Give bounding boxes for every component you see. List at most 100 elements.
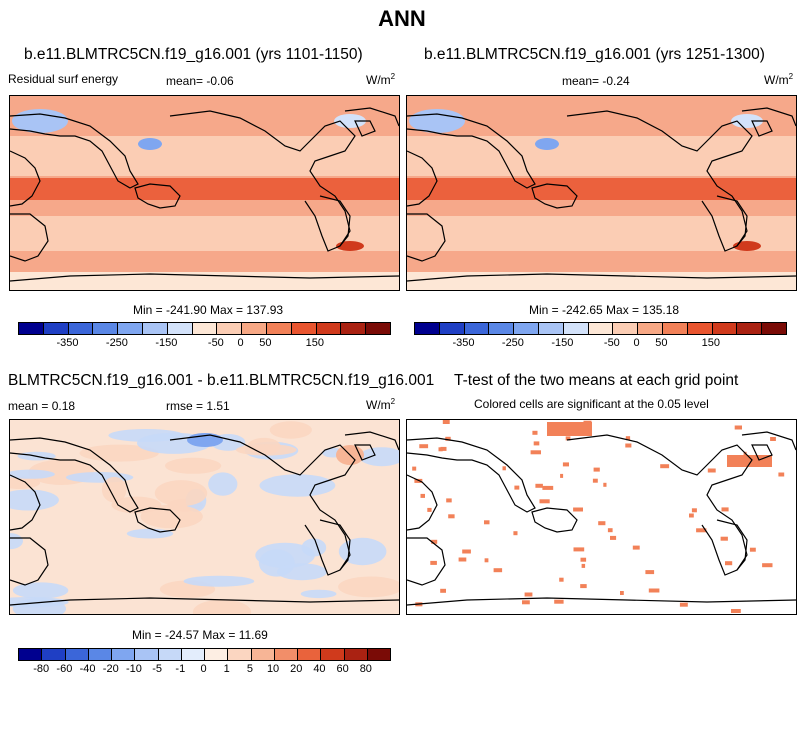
significant-cell [419, 444, 429, 449]
panel1-mean: mean= -0.06 [166, 74, 234, 88]
colorbar-cell [298, 649, 322, 660]
coastline-path [751, 120, 773, 137]
significant-cell [420, 493, 425, 498]
map-warm-patch [336, 241, 364, 251]
map-cold-patch [12, 109, 68, 133]
colorbar-cell [19, 649, 43, 660]
panel3-rmse: rmse = 1.51 [166, 399, 230, 413]
map-anomaly-patch [338, 576, 399, 598]
panel3-minmax: Min = -24.57 Max = 11.69 [132, 628, 268, 642]
colorbar-cell [19, 323, 44, 334]
colorbar-cell [112, 649, 136, 660]
significant-cell [431, 539, 438, 544]
colorbar-cell [242, 323, 267, 334]
coastline-path [319, 195, 351, 247]
significant-cell [598, 521, 606, 526]
coastline-path [531, 183, 578, 209]
colorbar-tick-label: 80 [359, 663, 372, 675]
coastline-path [344, 107, 399, 127]
coastline-path [716, 195, 748, 247]
coastline-path [407, 474, 438, 531]
map-anomaly-patch [255, 542, 315, 569]
colorbar-tick-label: -150 [551, 337, 574, 349]
significant-cell [660, 464, 670, 469]
coastline-path [566, 434, 753, 576]
panel4-map [406, 419, 797, 615]
significant-cell [734, 425, 742, 430]
significant-cell [645, 570, 655, 575]
colorbar-cell [158, 649, 182, 660]
colorbar-cell [737, 323, 763, 334]
colorbar-cell [687, 323, 713, 334]
colorbar-tick-label: 0 [237, 337, 244, 349]
significant-cell [707, 468, 716, 473]
coastline-path [10, 113, 139, 189]
significant-cell [778, 472, 785, 477]
colorbar-tick-label: 1 [223, 663, 230, 675]
significant-cell [696, 528, 707, 533]
colorbar-cell [68, 323, 94, 334]
map-polar-band [407, 272, 796, 290]
colorbar-tick-label: 50 [655, 337, 668, 349]
map-anomaly-patch [165, 457, 222, 474]
colorbar-cell [341, 323, 367, 334]
coastline-path [741, 107, 796, 127]
colorbar-cell [135, 649, 159, 660]
map-anomaly-patch [140, 504, 203, 529]
colorbar-tick-label: -40 [79, 663, 96, 675]
significant-cell [547, 422, 592, 436]
coastline-path [344, 431, 399, 451]
coastline-path [741, 431, 796, 451]
coastline-path [716, 519, 748, 571]
map-anomaly-patch [12, 598, 66, 614]
colorbar-cell [167, 323, 193, 334]
significant-cell [581, 563, 586, 568]
colorbar-cell [415, 323, 440, 334]
significant-cell [573, 507, 583, 512]
coastline-path [134, 507, 181, 533]
colorbar-cell [266, 323, 292, 334]
coastline-path [10, 273, 399, 282]
coastline-path [10, 474, 41, 531]
coastline-path [407, 437, 536, 513]
map-anomaly-patch [10, 489, 59, 511]
colorbar-tick-label: 150 [701, 337, 720, 349]
colorbar-cell [563, 323, 589, 334]
significant-cell [430, 560, 437, 565]
significant-cell [565, 436, 571, 441]
colorbar-tick-label: -50 [207, 337, 224, 349]
significant-cell [762, 563, 773, 568]
significant-cell [514, 485, 520, 490]
significant-cell [539, 499, 550, 504]
map-anomaly-patch [338, 537, 387, 566]
colorbar-cell [205, 649, 229, 660]
colorbar-tick-label: 60 [336, 663, 349, 675]
significant-cell [484, 520, 490, 525]
colorbar-tick-label: -350 [452, 337, 475, 349]
colorbar-cell [181, 649, 205, 660]
significant-cell [448, 514, 455, 519]
significant-cell [562, 462, 569, 467]
colorbar-tick-label: 10 [266, 663, 280, 675]
significant-cell [530, 450, 541, 455]
panel1-title: b.e11.BLMTRC5CN.f19_g16.001 (yrs 1101-11… [24, 46, 363, 63]
map-anomaly-patch [269, 421, 312, 439]
map-anomaly-patch [208, 472, 238, 496]
map-anomaly-patch [359, 447, 399, 467]
map-anomaly-patch [126, 528, 174, 539]
coastline-path [531, 507, 578, 533]
colorbar-cell [291, 323, 317, 334]
coastline-path [10, 537, 49, 586]
significant-cell [513, 531, 518, 536]
colorbar-cell [489, 323, 515, 334]
map-anomaly-patch [12, 582, 69, 599]
colorbar-tick-label: -50 [603, 337, 620, 349]
significant-cell [721, 507, 729, 512]
panel4-subtitle: Colored cells are significant at the 0.0… [474, 397, 709, 411]
significant-cell [535, 483, 543, 488]
colorbar-cell [118, 323, 143, 334]
map-cold-patch [334, 114, 366, 128]
map-cold-patch [731, 114, 763, 128]
significant-cell [533, 441, 540, 446]
significant-cell [445, 436, 451, 441]
